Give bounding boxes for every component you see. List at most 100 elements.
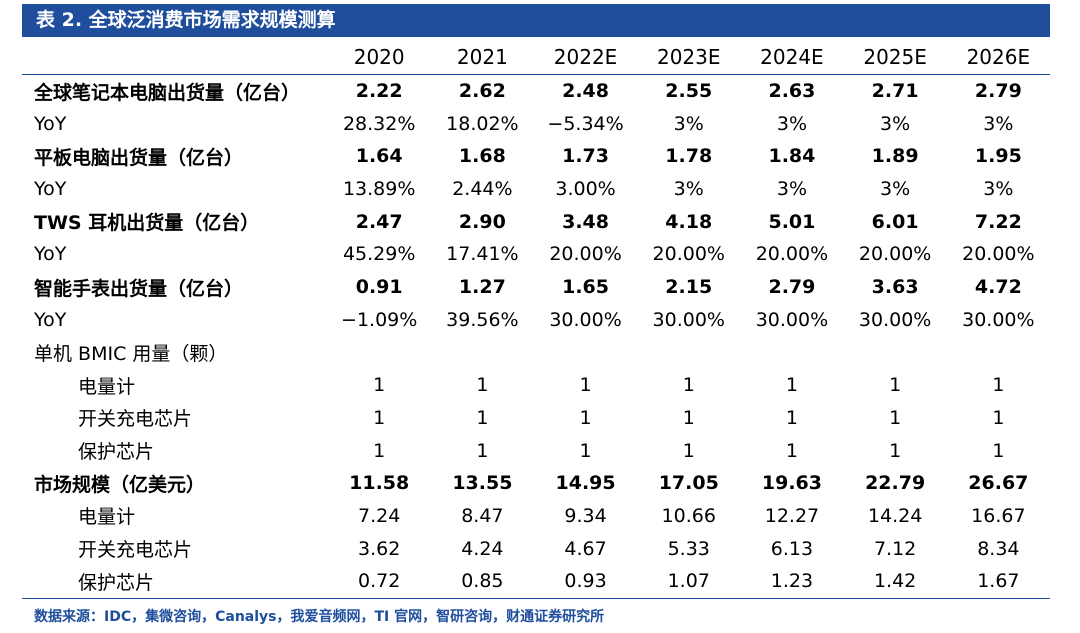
row-label: 保护芯片 [78, 441, 155, 464]
row-label: 开关充电芯片 [78, 408, 193, 431]
value-cell: 20.00% [549, 243, 622, 266]
value-cell: 0.93 [533, 565, 638, 599]
value-cell: 1.67 [946, 565, 1050, 599]
table-row: 保护芯片 1 1 1 1 1 1 1 [22, 434, 1050, 467]
value-cell: 17.41% [446, 243, 519, 266]
row-label: 电量计 [78, 506, 136, 529]
table-row: 平板电脑出货量（亿台） 1.64 1.68 1.73 1.78 1.84 1.89 1.95 [22, 140, 1050, 173]
header-cell: 2021 [430, 41, 534, 75]
value-cell: 1 [682, 439, 695, 462]
value-cell: −5.34% [547, 112, 624, 135]
value-cell: 3% [880, 178, 911, 201]
value-cell: 11.58 [349, 472, 410, 495]
value-cell: 3% [776, 178, 808, 201]
value-cell: 2.44% [452, 178, 513, 201]
value-cell: 1 [476, 406, 489, 429]
value-cell: 1 [373, 439, 386, 462]
row-label: YoY [34, 178, 67, 201]
table-row: YoY 28.32% 18.02% −5.34% 3% 3% 3% 3% [22, 107, 1050, 140]
table-row: 开关充电芯片 3.62 4.24 4.67 5.33 6.13 7.12 8.34 [22, 532, 1050, 565]
value-cell: 1 [992, 406, 1005, 429]
value-cell: 1 [889, 406, 902, 429]
value-cell: 2.22 [355, 80, 403, 103]
value-cell: 3.00% [555, 178, 616, 201]
header-cell: 2023E [637, 41, 741, 75]
value-cell: −1.09% [341, 308, 418, 331]
value-cell: 2.71 [871, 80, 919, 103]
value-cell: 6.01 [871, 210, 919, 233]
value-cell: 20.00% [858, 243, 932, 266]
value-cell: 14.95 [555, 472, 616, 495]
value-cell: 2.63 [768, 80, 816, 103]
table-body: 全球笔记本电脑出货量（亿台） 2.22 2.62 2.48 2.55 2.63 2.71 2.… [22, 74, 1050, 599]
value-cell: 2.47 [355, 210, 403, 233]
value-cell: 3% [776, 112, 808, 135]
header-cell: 2022E [533, 41, 638, 75]
value-cell: 8.47 [461, 504, 504, 527]
value-cell: 16.67 [971, 504, 1026, 527]
value-cell: 3% [983, 178, 1014, 201]
value-cell: 0.91 [355, 276, 403, 299]
value-cell: 20.00% [755, 243, 829, 266]
table-row: 开关充电芯片 1 1 1 1 1 1 1 [22, 402, 1050, 435]
value-cell: 1.27 [458, 276, 506, 299]
table-row: YoY 13.89% 2.44% 3.00% 3% 3% 3% 3% [22, 173, 1050, 206]
row-label: 全球笔记本电脑出货量（亿台） [34, 81, 301, 104]
value-cell: 1 [682, 374, 695, 397]
value-cell: 2.55 [665, 80, 713, 103]
value-cell: 20.00% [652, 243, 725, 266]
value-cell: 1 [579, 406, 592, 429]
value-cell: 39.56% [446, 308, 519, 331]
value-cell: 2.79 [974, 80, 1022, 103]
table-row: 全球笔记本电脑出货量（亿台） 2.22 2.62 2.48 2.55 2.63 2.71 2.… [22, 74, 1050, 107]
value-cell: 1.65 [562, 276, 609, 299]
table-row: TWS 耳机出货量（亿台） 2.47 2.90 3.48 4.18 5.01 6.01 7.2… [22, 205, 1050, 238]
value-cell: 3.62 [358, 537, 401, 560]
row-label: 单机 BMIC 用量（颗） [34, 343, 228, 366]
row-label: 开关充电芯片 [78, 539, 193, 562]
value-cell: 1 [373, 374, 386, 397]
data-table: 2020 2021 2022E 2023E 2024E 2025E 2026E … [22, 41, 1050, 599]
value-cell: 1 [992, 439, 1005, 462]
value-cell [328, 336, 431, 369]
row-label: 平板电脑出货量（亿台） [34, 146, 244, 169]
value-cell: 1 [476, 439, 489, 462]
value-cell: 3.48 [562, 210, 609, 233]
value-cell: 18.02% [446, 112, 519, 135]
value-cell: 1 [373, 406, 386, 429]
value-cell: 10.66 [661, 504, 716, 527]
value-cell: 19.63 [761, 472, 822, 495]
table-row: 市场规模（亿美元） 11.58 13.55 14.95 17.05 19.63 22.79 2… [22, 467, 1050, 500]
value-cell: 20.00% [962, 243, 1035, 266]
table-row: YoY −1.09% 39.56% 30.00% 30.00% 30.00% 30.00% 3… [22, 304, 1050, 337]
value-cell: 3% [673, 112, 704, 135]
value-cell: 3% [983, 112, 1014, 135]
value-cell: 8.34 [977, 537, 1020, 560]
value-cell: 13.55 [452, 472, 513, 495]
value-cell: 1 [785, 439, 798, 462]
value-cell: 28.32% [342, 112, 416, 135]
value-cell: 0.85 [430, 565, 534, 599]
table-row: 智能手表出货量（亿台） 0.91 1.27 1.65 2.15 2.79 3.63 4.72 [22, 271, 1050, 304]
value-cell: 1.84 [768, 145, 816, 168]
value-cell: 7.24 [358, 504, 401, 527]
value-cell: 17.05 [658, 472, 719, 495]
value-cell: 1.07 [637, 565, 741, 599]
value-cell: 7.22 [974, 210, 1022, 233]
value-cell: 6.13 [770, 537, 814, 560]
value-cell: 1.89 [871, 145, 919, 168]
value-cell: 1 [889, 374, 902, 397]
value-cell: 30.00% [962, 308, 1035, 331]
value-cell: 45.29% [342, 243, 416, 266]
value-cell: 4.72 [974, 276, 1022, 299]
table-row: 电量计 7.24 8.47 9.34 10.66 12.27 14.24 16.67 [22, 500, 1050, 533]
value-cell: 3% [673, 178, 704, 201]
value-cell: 26.67 [968, 472, 1029, 495]
value-cell: 22.79 [865, 472, 926, 495]
value-cell: 4.18 [665, 210, 713, 233]
row-label: 保护芯片 [22, 565, 328, 599]
source-note: 数据来源：IDC，集微咨询，Canalys，我爱音频网，TI 官网，智研咨询，财… [34, 609, 605, 625]
value-cell: 1.68 [458, 145, 506, 168]
value-cell [740, 336, 843, 369]
